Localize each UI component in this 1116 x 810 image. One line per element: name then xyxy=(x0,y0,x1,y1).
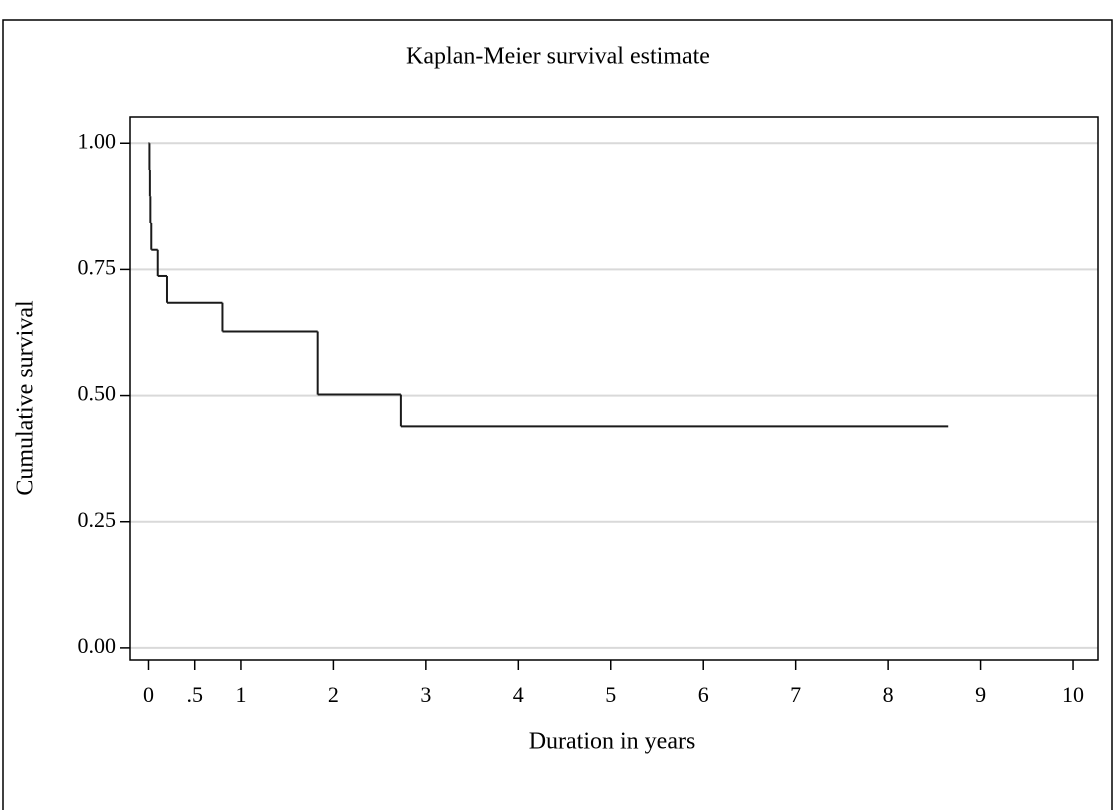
y-tick-label: 0.00 xyxy=(78,633,117,658)
y-axis-label: Cumulative survival xyxy=(13,300,39,496)
x-axis-label: Duration in years xyxy=(529,729,696,755)
x-tick-label: 4 xyxy=(513,682,524,707)
frame xyxy=(2,19,1113,810)
y-tick-label: 0.25 xyxy=(78,507,117,532)
x-tick-label: 1 xyxy=(235,682,246,707)
x-tick-label: 2 xyxy=(328,682,339,707)
x-tick-label: 3 xyxy=(420,682,431,707)
chart-title: Kaplan-Meier survival estimate xyxy=(406,44,710,70)
x-tick-label: 6 xyxy=(698,682,709,707)
x-tick-label: 10 xyxy=(1062,682,1084,707)
x-tick-label: 0 xyxy=(143,682,154,707)
y-tick-label: 0.50 xyxy=(78,381,117,406)
plot-area xyxy=(129,116,1099,661)
x-tick-label: 5 xyxy=(605,682,616,707)
x-tick-label: .5 xyxy=(186,682,203,707)
x-tick-label: 8 xyxy=(883,682,894,707)
x-tick-label: 9 xyxy=(975,682,986,707)
x-tick-label: 7 xyxy=(790,682,801,707)
y-tick-label: 0.75 xyxy=(78,254,117,279)
y-tick-label: 1.00 xyxy=(78,128,117,153)
